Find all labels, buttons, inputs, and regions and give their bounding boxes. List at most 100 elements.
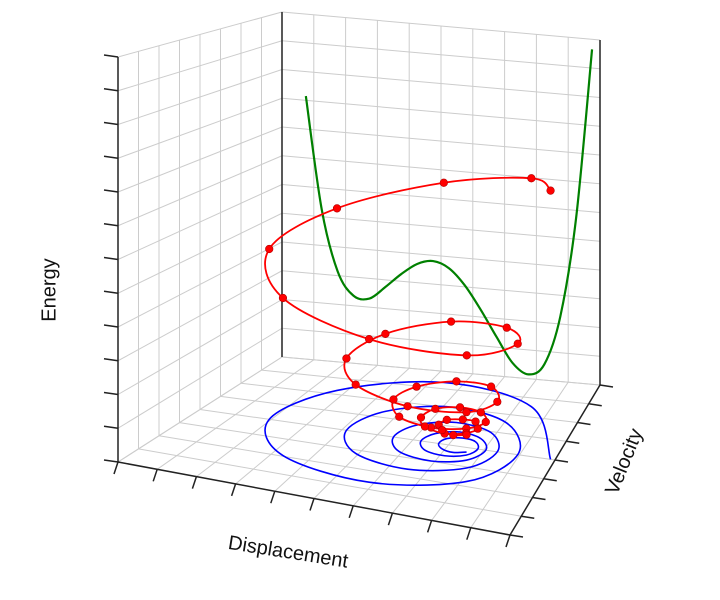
grid-line	[117, 97, 283, 159]
tick-mark	[103, 223, 119, 227]
trajectory-point	[332, 204, 342, 213]
tick-mark	[554, 459, 569, 463]
tick-mark	[348, 505, 354, 519]
trajectory-point	[493, 397, 502, 406]
tick-mark	[543, 478, 557, 482]
trajectory-point	[265, 244, 274, 254]
tick-mark	[103, 88, 119, 92]
grid-line	[281, 155, 601, 185]
z-axis-label: Energy	[38, 258, 60, 321]
grid-line	[117, 40, 283, 92]
trajectory-point	[439, 178, 448, 187]
tick-mark	[152, 469, 158, 482]
tick-mark	[577, 421, 591, 426]
tick-mark	[532, 496, 546, 501]
trajectory-point	[438, 425, 447, 435]
grid-line	[117, 155, 283, 227]
tick-mark	[103, 189, 119, 193]
trajectory-point	[452, 377, 461, 386]
tick-mark	[426, 520, 433, 533]
grid-line	[117, 327, 283, 429]
grid-line	[261, 369, 589, 405]
tick-mark	[566, 440, 580, 444]
tick-mark	[505, 534, 511, 548]
trajectory-line	[264, 176, 552, 437]
trajectory-point	[364, 335, 374, 344]
trajectory-point	[278, 293, 288, 303]
trajectory-point	[412, 382, 421, 391]
grid-line	[117, 212, 283, 294]
trajectory-point	[455, 403, 465, 412]
grid-line	[117, 270, 283, 362]
grid-line	[281, 241, 601, 271]
trajectory-point	[403, 402, 412, 411]
grid-line	[281, 184, 601, 213]
trajectory-point	[487, 382, 496, 391]
trajectory-point	[381, 329, 390, 338]
grid-line	[179, 422, 544, 480]
tick-mark	[466, 527, 472, 540]
grid-line	[281, 299, 601, 328]
grid-line	[117, 299, 283, 395]
trajectory-point	[476, 408, 485, 417]
tick-mark	[103, 459, 119, 463]
trajectory-point	[462, 351, 471, 360]
trajectory-point	[513, 339, 522, 348]
tick-mark	[103, 155, 119, 159]
grid-line	[281, 40, 601, 70]
trajectory-point	[502, 323, 511, 332]
tick-mark	[509, 534, 524, 538]
trajectory-point	[351, 380, 360, 389]
tick-mark	[521, 515, 535, 519]
trajectory-point	[395, 412, 404, 421]
tick-mark	[309, 498, 315, 511]
grid-line	[117, 241, 283, 328]
grid-line	[117, 184, 283, 260]
tick-mark	[103, 290, 119, 294]
grid-line	[199, 409, 556, 461]
grid-line	[281, 327, 601, 357]
trajectory-point	[458, 415, 467, 424]
grid-line	[117, 356, 283, 463]
tick-mark	[103, 324, 119, 328]
tick-mark	[270, 490, 276, 504]
grid-line	[281, 11, 601, 41]
x-axis-label: Displacement	[227, 532, 351, 573]
grid-line	[281, 97, 601, 127]
tick-mark	[191, 476, 198, 489]
grid-line	[220, 395, 567, 442]
trajectory-point	[546, 186, 555, 195]
trajectory-point	[420, 422, 430, 431]
trajectory-point	[389, 395, 398, 404]
tick-mark	[103, 54, 119, 58]
grid-line	[281, 212, 601, 242]
tick-mark	[387, 512, 394, 526]
trajectory-point	[471, 417, 480, 426]
trajectory-point	[416, 413, 426, 422]
trajectory-point	[481, 417, 490, 427]
tick-mark	[103, 391, 119, 396]
tick-mark	[103, 358, 119, 362]
trajectory-point	[442, 415, 451, 425]
trajectory-point	[462, 430, 471, 439]
tick-mark	[103, 425, 119, 429]
trajectory-point	[527, 174, 536, 183]
trajectory-point	[342, 354, 351, 363]
tick-mark	[230, 483, 237, 497]
grid-line	[117, 69, 283, 125]
grid-line	[281, 270, 601, 300]
trajectory-point	[449, 431, 458, 440]
trajectory-point	[431, 404, 440, 413]
grid-line	[281, 126, 601, 156]
tick-mark	[103, 256, 119, 261]
tick-mark	[103, 121, 119, 126]
grid-line	[117, 11, 283, 58]
trajectory-point	[462, 408, 471, 417]
y-axis-label: Velocity	[601, 426, 647, 498]
grid-line	[281, 356, 601, 386]
tick-mark	[588, 403, 602, 407]
grid-line	[281, 69, 601, 98]
tick-mark	[599, 384, 614, 388]
potential-line	[304, 49, 594, 376]
